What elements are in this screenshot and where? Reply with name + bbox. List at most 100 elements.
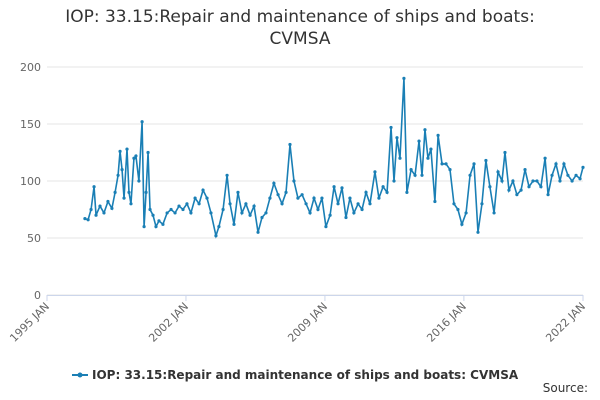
point xyxy=(356,202,360,206)
point xyxy=(550,173,554,177)
point xyxy=(460,222,464,226)
point xyxy=(316,207,320,212)
point xyxy=(197,202,201,206)
point xyxy=(181,207,185,212)
point xyxy=(151,213,155,217)
y-tick-label: 200 xyxy=(20,61,41,74)
point xyxy=(484,158,488,163)
point xyxy=(405,190,409,194)
point xyxy=(368,202,372,206)
point xyxy=(420,173,424,177)
point xyxy=(539,185,543,189)
point xyxy=(433,199,437,204)
point xyxy=(519,188,523,192)
x-tick-label: 1995 JAN xyxy=(7,300,52,345)
point xyxy=(264,211,268,215)
point xyxy=(373,170,377,174)
point xyxy=(120,168,124,172)
point xyxy=(221,207,225,212)
point xyxy=(496,170,500,174)
point xyxy=(214,234,218,238)
point xyxy=(185,202,189,206)
point xyxy=(492,211,496,215)
point xyxy=(98,204,102,208)
point xyxy=(312,196,316,200)
legend-marker xyxy=(77,372,83,378)
point xyxy=(89,207,93,212)
y-tick-label: 50 xyxy=(27,232,41,245)
point xyxy=(268,196,272,200)
point xyxy=(86,218,90,222)
point xyxy=(360,207,364,212)
point xyxy=(436,133,440,137)
point xyxy=(173,211,177,215)
point xyxy=(225,173,229,177)
point xyxy=(385,190,389,194)
point xyxy=(440,162,444,166)
legend-label: IOP: 33.15:Repair and maintenance of shi… xyxy=(92,368,519,382)
point xyxy=(581,165,585,169)
point xyxy=(578,177,582,181)
x-tick-label: 2022 JAN xyxy=(543,300,588,345)
y-tick-label: 150 xyxy=(20,118,41,131)
point xyxy=(232,222,236,226)
point xyxy=(92,185,96,189)
point xyxy=(125,147,129,151)
x-tick-label: 2002 JAN xyxy=(146,300,191,345)
y-tick-label: 100 xyxy=(20,175,41,188)
point xyxy=(364,190,368,194)
point xyxy=(217,225,221,229)
point xyxy=(328,213,332,217)
point xyxy=(448,168,452,172)
point xyxy=(535,179,539,183)
point xyxy=(244,202,248,206)
point xyxy=(296,196,300,200)
point xyxy=(308,211,312,215)
x-tick-label: 2016 JAN xyxy=(424,300,469,345)
point xyxy=(444,162,448,166)
point xyxy=(527,185,531,189)
point xyxy=(248,213,252,217)
point xyxy=(236,190,240,194)
point xyxy=(377,196,381,200)
point xyxy=(113,190,117,194)
point xyxy=(515,193,519,197)
point xyxy=(472,162,476,166)
point xyxy=(531,179,535,183)
point xyxy=(288,142,292,147)
point xyxy=(392,179,396,183)
point xyxy=(132,156,136,160)
point xyxy=(381,185,385,189)
point xyxy=(292,179,296,183)
point xyxy=(426,156,430,160)
point xyxy=(140,120,144,124)
point xyxy=(468,173,472,177)
point xyxy=(304,202,308,206)
point xyxy=(165,211,169,215)
point xyxy=(102,211,106,215)
point xyxy=(507,188,511,192)
point xyxy=(118,149,122,153)
point xyxy=(240,211,244,215)
point xyxy=(157,219,161,223)
point xyxy=(523,168,527,172)
chart-title: IOP: 33.15:Repair and maintenance of shi… xyxy=(65,7,535,49)
point xyxy=(558,179,562,183)
point xyxy=(452,202,456,206)
point xyxy=(129,202,133,206)
point xyxy=(402,76,406,80)
point xyxy=(137,179,141,183)
point xyxy=(456,207,460,212)
point xyxy=(395,136,399,140)
point xyxy=(106,199,110,204)
point xyxy=(83,217,87,221)
point xyxy=(389,125,393,130)
point xyxy=(336,202,340,206)
point xyxy=(127,190,131,194)
point xyxy=(148,207,152,212)
point xyxy=(464,211,468,215)
point xyxy=(228,202,232,206)
point xyxy=(146,150,150,155)
